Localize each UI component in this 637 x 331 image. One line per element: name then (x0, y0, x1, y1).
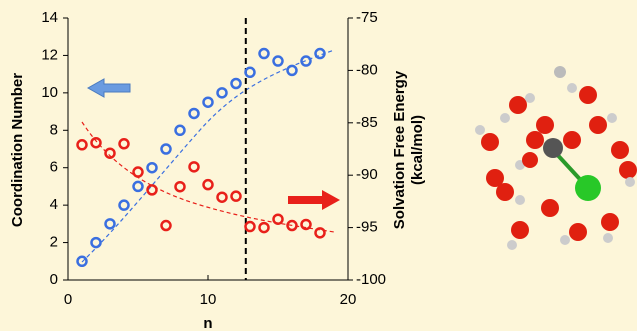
data-point (204, 180, 213, 189)
fit-curve (82, 50, 334, 262)
data-point (260, 49, 269, 58)
y-tick-label: 12 (41, 46, 58, 63)
y-tick-label: 2 (50, 234, 58, 251)
data-point (302, 220, 311, 229)
chart: n Coordination Number Solvation Free Ene… (0, 0, 637, 331)
data-point (274, 57, 283, 66)
data-point (120, 201, 129, 210)
data-point (232, 192, 241, 201)
data-point (78, 140, 87, 149)
x-tick-label: 10 (200, 291, 217, 308)
data-point (246, 68, 255, 77)
arrow-left (88, 79, 130, 97)
molecule (475, 66, 637, 250)
data-point (316, 228, 325, 237)
y2-tick-label: -80 (356, 61, 378, 78)
data-point (176, 126, 185, 135)
data-point (162, 221, 171, 230)
data-point (92, 138, 101, 147)
data-point (274, 215, 283, 224)
data-point (134, 168, 143, 177)
y-tick-label: 8 (50, 121, 58, 138)
y-tick-label: 0 (50, 271, 58, 288)
y2-tick-label: -85 (356, 114, 378, 131)
y-tick-label: 4 (50, 196, 58, 213)
y2-axis-label: Solvation Free Energy (391, 70, 408, 229)
y-tick-label: 10 (41, 84, 58, 101)
data-point (260, 223, 269, 232)
data-point (106, 219, 115, 228)
data-point (120, 139, 129, 148)
y2-tick-label: -100 (356, 271, 386, 288)
data-point (218, 193, 227, 202)
data-point (162, 145, 171, 154)
data-point (148, 163, 157, 172)
data-point (218, 88, 227, 97)
y2-tick-label: -95 (356, 219, 378, 236)
y2-tick-label: -75 (356, 9, 378, 26)
x-tick-label: 0 (64, 291, 72, 308)
data-point (92, 238, 101, 247)
x-tick-label: 20 (340, 291, 357, 308)
data-point (134, 182, 143, 191)
data-point (190, 162, 199, 171)
data-point (288, 66, 297, 75)
data-point (176, 182, 185, 191)
y-axis-label: Coordination Number (9, 73, 26, 227)
data-point (204, 98, 213, 107)
arrow-right (288, 190, 340, 210)
fit-curve (82, 122, 334, 232)
y-tick-label: 6 (50, 159, 58, 176)
data-point (190, 109, 199, 118)
y2-tick-label: -90 (356, 166, 378, 183)
y-tick-label: 14 (41, 9, 58, 26)
data-point (302, 57, 311, 66)
x-axis-label: n (203, 315, 212, 331)
data-point (246, 222, 255, 231)
y2-axis-label: (kcal/mol) (409, 115, 426, 185)
data-point (232, 79, 241, 88)
